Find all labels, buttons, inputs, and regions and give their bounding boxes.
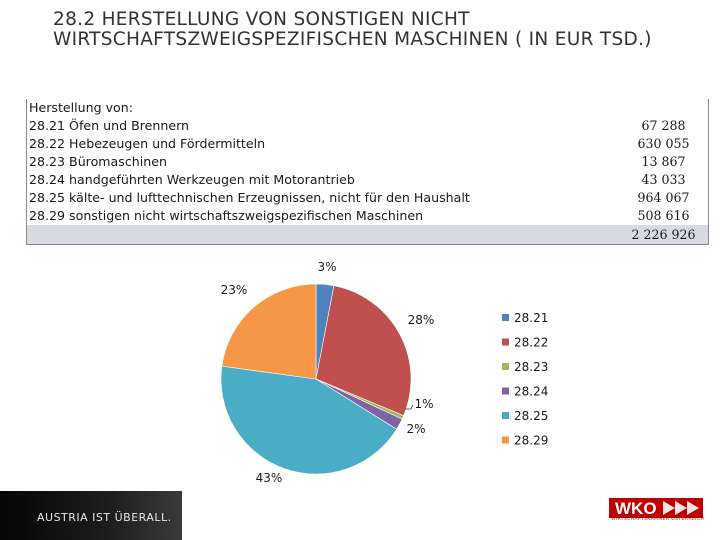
row-value: 964 067 — [619, 189, 709, 207]
table-row: 28.23 Büromaschinen 13 867 — [26, 153, 709, 171]
row-label: Herstellung von: — [26, 99, 619, 117]
legend-swatch-28.25 — [502, 412, 509, 419]
table-row: 28.25 kälte- und lufttechnischen Erzeugn… — [26, 189, 709, 207]
legend-swatch-28.23 — [502, 363, 509, 370]
table-total-row: 2 226 926 — [26, 225, 709, 245]
legend-label-28.25: 28.25 — [514, 409, 548, 423]
footer-banner — [0, 491, 182, 540]
data-label-28.25: 43% — [256, 471, 283, 485]
pie-slice-28.22 — [315, 285, 412, 417]
legend-label-28.23: 28.23 — [514, 360, 548, 374]
row-value: 43 033 — [619, 171, 709, 189]
wko-logo-subtext: WIRTSCHAFTSKAMMER ÖSTERREICH — [611, 517, 705, 522]
footer-slogan: AUSTRIA IST ÜBERALL. — [37, 511, 172, 524]
row-label: 28.21 Öfen und Brennern — [26, 117, 619, 135]
production-table: Herstellung von: 28.21 Öfen und Brennern 6… — [26, 99, 709, 245]
table-row: 28.22 Hebezeugen und Fördermitteln 630 05… — [26, 135, 709, 153]
wko-logo: WKO — [609, 498, 703, 518]
legend-swatch-28.21 — [502, 314, 509, 321]
row-value: 2 226 926 — [619, 225, 709, 245]
pie-slice-28.25 — [220, 365, 398, 475]
row-label: 28.23 Büromaschinen — [26, 153, 619, 171]
data-label-28.24: 2% — [406, 422, 425, 436]
table-row: 28.21 Öfen und Brennern 67 288 — [26, 117, 709, 135]
row-value: 13 867 — [619, 153, 709, 171]
legend-label-28.22: 28.22 — [514, 336, 548, 350]
legend-label-28.29: 28.29 — [514, 434, 548, 448]
row-label: 28.22 Hebezeugen und Fördermitteln — [26, 135, 619, 153]
data-label-28.23: 1% — [414, 397, 433, 411]
row-label: 28.29 sonstigen nicht wirtschaftszweigsp… — [26, 207, 619, 225]
table-row: 28.24 handgeführten Werkzeugen mit Motor… — [26, 171, 709, 189]
page-title: 28.2 HERSTELLUNG VON SONSTIGEN NICHT WIR… — [53, 9, 652, 50]
wko-logo-text: WKO — [615, 499, 657, 518]
row-label — [26, 225, 619, 245]
pie-slice-28.29 — [221, 283, 317, 380]
legend-swatch-28.29 — [502, 436, 509, 444]
row-label: 28.25 kälte- und lufttechnischen Erzeugn… — [26, 189, 619, 207]
row-value: 630 055 — [619, 135, 709, 153]
leader-line-28.23 — [405, 404, 414, 410]
row-value — [619, 99, 709, 117]
table-row: 28.29 sonstigen nicht wirtschaftszweigsp… — [26, 207, 709, 225]
row-label: 28.24 handgeführten Werkzeugen mit Motor… — [26, 171, 619, 189]
legend-swatch-28.22 — [502, 338, 509, 346]
legend-swatch-28.24 — [502, 387, 509, 395]
legend-label-28.24: 28.24 — [514, 385, 548, 399]
row-value: 508 616 — [619, 207, 709, 225]
data-label-28.21: 3% — [317, 260, 336, 274]
data-label-28.29: 23% — [221, 283, 248, 297]
table-header-row: Herstellung von: — [26, 99, 709, 117]
data-label-28.22: 28% — [408, 313, 435, 327]
legend-label-28.21: 28.21 — [514, 311, 548, 325]
row-value: 67 288 — [619, 117, 709, 135]
